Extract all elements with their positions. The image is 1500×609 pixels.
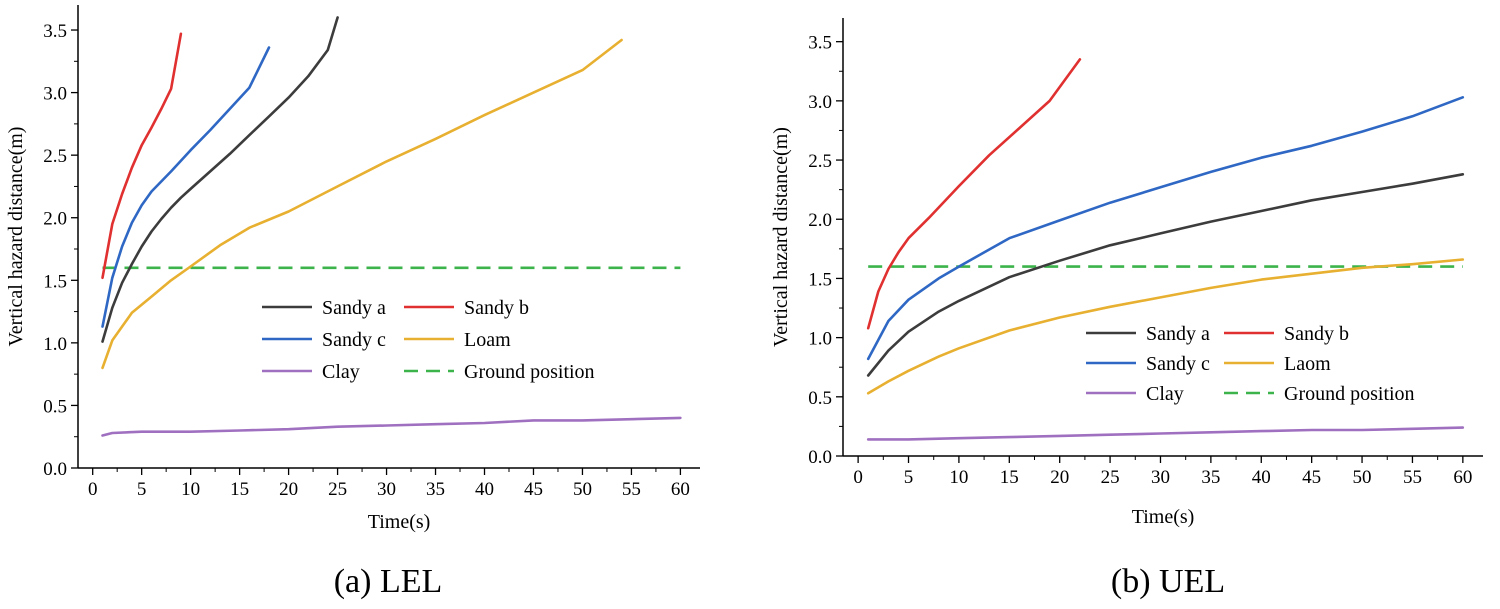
y-tick-label: 3.0: [808, 92, 832, 113]
y-tick-label: 0.5: [43, 396, 67, 417]
legend-label: Sandy b: [464, 297, 529, 319]
x-tick-label: 10: [949, 467, 968, 488]
series-line-sandy-a: [866, 173, 1465, 377]
legend-label: Sandy c: [322, 329, 386, 351]
x-tick-label: 20: [279, 479, 298, 500]
series-line-clay: [866, 426, 1465, 441]
series-line-clay: [101, 416, 682, 437]
series-line-sandy-b: [866, 58, 1082, 330]
y-tick-label: 3.5: [808, 33, 832, 54]
x-tick-label: 5: [137, 479, 147, 500]
y-tick-label: 1.0: [43, 334, 67, 355]
y-tick-label: 2.5: [43, 146, 67, 167]
legend-label: Loam: [464, 329, 511, 351]
series-line-sandy-b: [101, 32, 183, 280]
y-tick-label: 3.0: [43, 84, 67, 105]
x-tick-label: 55: [1403, 467, 1422, 488]
chart-panel-lel: 0 5 10 15 20 25 30 35 40 45 50 55 60 0.0 0.5 1.0 1.5 2.0 2…: [5, 5, 700, 600]
x-tick-label: 25: [1101, 467, 1120, 488]
legend-label: Sandy a: [322, 297, 386, 319]
x-tick-label: 20: [1050, 467, 1069, 488]
x-tick-label: 50: [1353, 467, 1372, 488]
x-tick-label: 35: [426, 479, 445, 500]
y-tick-label: 1.5: [808, 269, 832, 290]
chart-panel-uel: 0 5 10 15 20 25 30 35 40 45 50 55 60 0.0 0.5 1.0 1.5 2.0 2…: [770, 18, 1483, 600]
x-tick-label: 35: [1201, 467, 1220, 488]
y-tick-label: 2.0: [808, 210, 832, 231]
figure-caption: (b) UEL: [1111, 563, 1225, 600]
legend-label: Clay: [1146, 383, 1184, 405]
series-line-loam: [101, 38, 623, 370]
x-tick-label: 45: [524, 479, 543, 500]
x-tick-label: 15: [230, 479, 249, 500]
y-axis-title: Vertical hazard distance(m): [770, 127, 792, 347]
x-axis-title: Time(s): [1132, 506, 1195, 528]
y-tick-label: 0.0: [808, 447, 832, 468]
x-tick-label: 30: [1151, 467, 1170, 488]
legend-label: Sandy c: [1146, 353, 1210, 375]
legend-label: Sandy a: [1146, 323, 1210, 345]
x-tick-label: 25: [328, 479, 347, 500]
x-tick-label: 10: [181, 479, 200, 500]
y-tick-label: 1.0: [808, 329, 832, 350]
legend-label: Clay: [322, 361, 360, 383]
series-line-sandy-a: [101, 16, 339, 343]
x-tick-label: 30: [377, 479, 396, 500]
x-tick-label: 5: [904, 467, 914, 488]
legend-label: Laom: [1284, 353, 1331, 375]
x-tick-label: 45: [1302, 467, 1321, 488]
x-tick-label: 60: [671, 479, 690, 500]
x-tick-label: 0: [88, 479, 98, 500]
x-tick-label: 60: [1453, 467, 1472, 488]
figure-caption: (a) LEL: [334, 563, 443, 600]
x-tick-label: 40: [1252, 467, 1271, 488]
series-line-sandy-c: [101, 46, 271, 328]
y-tick-label: 1.5: [43, 271, 67, 292]
x-tick-label: 15: [1000, 467, 1019, 488]
y-tick-label: 0.5: [808, 388, 832, 409]
x-tick-label: 50: [573, 479, 592, 500]
x-tick-label: 55: [622, 479, 641, 500]
series-line-sandy-c: [866, 96, 1465, 361]
x-tick-label: 0: [853, 467, 863, 488]
y-tick-label: 0.0: [43, 459, 67, 480]
y-tick-label: 2.5: [808, 151, 832, 172]
series-line-laom: [866, 258, 1465, 395]
legend-label: Ground position: [464, 361, 595, 383]
legend-label: Sandy b: [1284, 323, 1349, 345]
y-tick-label: 3.5: [43, 21, 67, 42]
legend-label: Ground position: [1284, 383, 1415, 405]
x-axis-title: Time(s): [368, 511, 431, 533]
y-tick-label: 2.0: [43, 209, 67, 230]
y-axis-title: Vertical hazard distance(m): [5, 127, 27, 347]
x-tick-label: 40: [475, 479, 494, 500]
